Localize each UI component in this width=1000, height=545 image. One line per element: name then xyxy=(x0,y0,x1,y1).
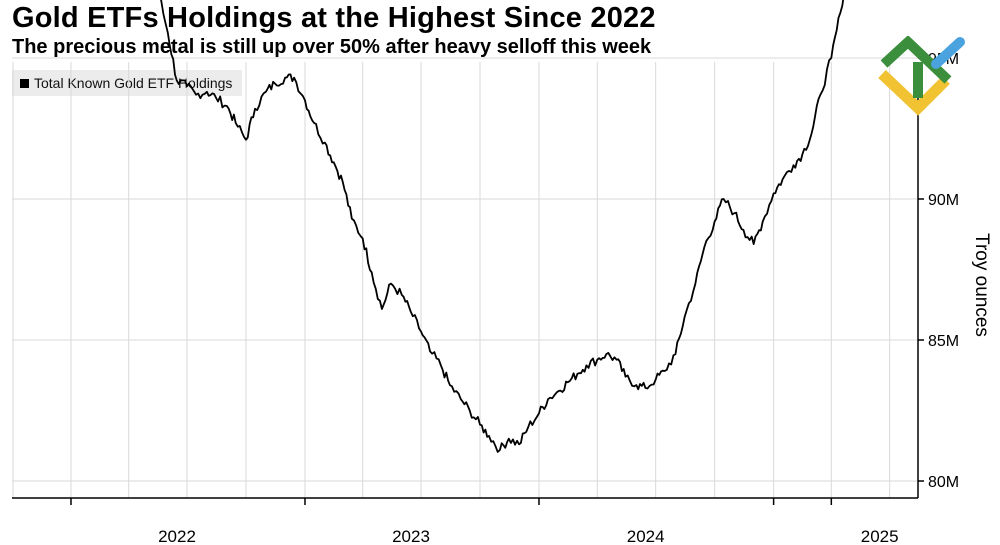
series-line-total-known-gold-etf-holdings xyxy=(160,0,845,453)
legend-swatch xyxy=(20,79,29,88)
series-group xyxy=(160,0,845,453)
chart-title: Gold ETFs Holdings at the Highest Since … xyxy=(12,2,656,34)
x-tick-label: 2022 xyxy=(158,527,196,545)
x-tick-label: 2024 xyxy=(627,527,665,545)
x-tick-label: 2023 xyxy=(392,527,430,545)
y-tick-label: 80M xyxy=(928,474,959,491)
x-tick-label: 2025 xyxy=(861,527,899,545)
y-tick-label: 90M xyxy=(928,192,959,209)
y-tick-label: 85M xyxy=(928,333,959,350)
brand-logo-icon xyxy=(878,36,965,116)
logo-blue-stroke xyxy=(931,37,965,69)
y-axis-label: Troy ounces xyxy=(971,233,992,337)
x-axis: 2022 2023 2024 2025 xyxy=(12,497,918,545)
chart-legend: Total Known Gold ETF Holdings xyxy=(12,70,243,96)
logo-yellow-stroke xyxy=(878,70,950,116)
grid-lines xyxy=(12,57,918,498)
legend-label: Total Known Gold ETF Holdings xyxy=(34,75,233,91)
